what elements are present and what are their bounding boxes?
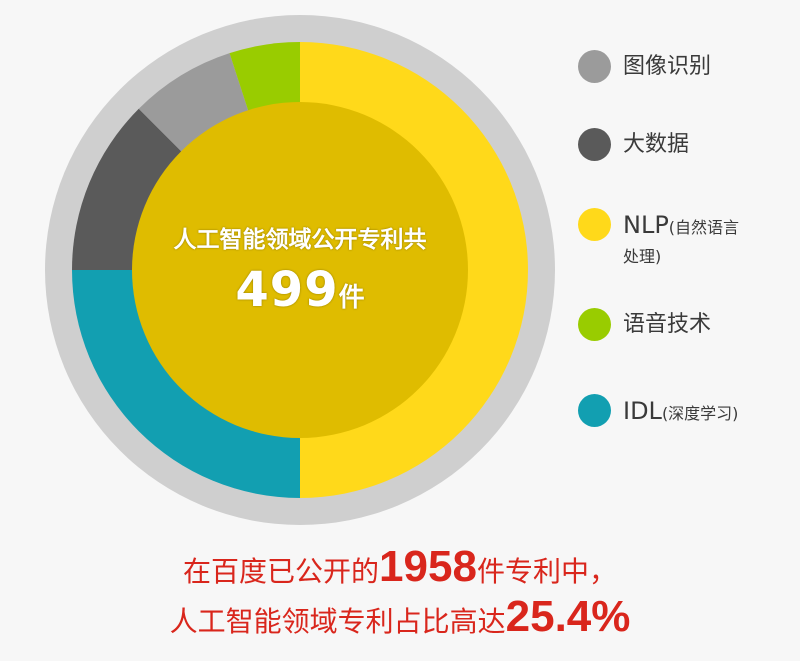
pie-chart-svg xyxy=(45,15,555,525)
legend-item-image-recognition: 图像识别 xyxy=(578,50,711,83)
legend-label-nlp-paren-1: (自然语言 xyxy=(668,218,740,237)
caption-line-1-post: 件专利中， xyxy=(476,555,617,588)
legend-label-idl: IDL(深度学习) xyxy=(623,394,738,428)
legend-swatch-image-recognition xyxy=(578,50,611,83)
pie-chart: 人工智能领域公开专利共 499件 xyxy=(45,15,555,525)
center-value-unit: 件 xyxy=(338,283,365,313)
legend-swatch-nlp xyxy=(578,208,611,241)
legend-item-big-data: 大数据 xyxy=(578,128,689,161)
legend-label-idl-main: IDL xyxy=(623,397,662,425)
legend-label-nlp-main: NLP xyxy=(623,211,669,239)
legend-swatch-big-data xyxy=(578,128,611,161)
legend-swatch-speech xyxy=(578,308,611,341)
legend-label-big-data: 大数据 xyxy=(623,132,690,157)
caption-line-2-pre: 人工智能领域专利占比高达 xyxy=(169,605,506,638)
legend-item-nlp: NLP(自然语言 处理) xyxy=(578,208,739,271)
legend-label-idl-paren: (深度学习) xyxy=(661,404,739,423)
legend-label-nlp-paren-2: 处理) xyxy=(623,247,662,266)
center-value-number: 499 xyxy=(235,262,339,318)
caption-ai-share: 25.4% xyxy=(505,592,631,641)
caption-line-2: 人工智能领域专利占比高达25.4% xyxy=(0,592,800,642)
nlp-inner-disc xyxy=(132,102,468,438)
legend-item-speech: 语音技术 xyxy=(578,308,711,341)
caption-line-1-pre: 在百度已公开的 xyxy=(183,555,380,588)
legend-label-image-recognition: 图像识别 xyxy=(623,54,712,79)
legend-swatch-idl xyxy=(578,394,611,427)
legend-label-nlp: NLP(自然语言 处理) xyxy=(623,208,739,271)
center-value: 499件 xyxy=(160,262,440,318)
caption-total-patents: 1958 xyxy=(379,542,477,591)
caption-line-1: 在百度已公开的1958件专利中， xyxy=(0,542,800,592)
legend-label-speech: 语音技术 xyxy=(623,312,712,337)
legend-item-idl: IDL(深度学习) xyxy=(578,394,738,428)
center-title: 人工智能领域公开专利共 xyxy=(173,227,427,253)
